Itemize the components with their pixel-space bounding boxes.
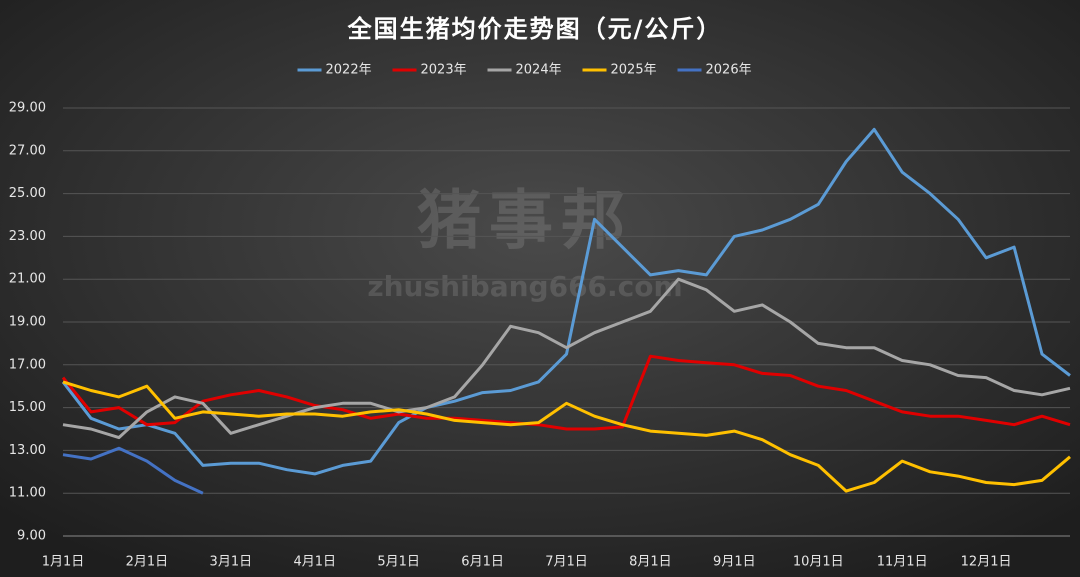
series-line — [61, 127, 1071, 476]
chart-title: 全国生猪均价走势图（元/公斤） — [347, 15, 723, 43]
legend-label: 2023年 — [421, 63, 467, 78]
y-tick-label: 25.00 — [9, 186, 46, 201]
series-line — [61, 354, 1071, 431]
y-tick-label: 19.00 — [9, 315, 46, 330]
series-line — [62, 380, 1071, 493]
watermark: 猪事邦 — [417, 185, 633, 259]
watermark-url: zhushibang666.com — [367, 270, 682, 303]
x-tick-label: 9月1日 — [713, 555, 756, 570]
y-tick-label: 13.00 — [9, 443, 46, 458]
y-tick-label: 15.00 — [9, 400, 46, 415]
legend-label: 2025年 — [611, 63, 657, 78]
x-tick-label: 10月1日 — [793, 555, 844, 570]
x-tick-label: 6月1日 — [461, 555, 504, 570]
y-tick-label: 17.00 — [9, 357, 46, 372]
x-tick-label: 3月1日 — [210, 555, 253, 570]
legend-label: 2022年 — [326, 63, 372, 78]
x-tick-label: 12月1日 — [961, 555, 1012, 570]
y-tick-label: 21.00 — [9, 272, 46, 287]
series-line — [62, 446, 204, 495]
legend-label: 2024年 — [516, 63, 562, 78]
y-tick-label: 23.00 — [9, 229, 46, 244]
x-tick-label: 8月1日 — [629, 555, 672, 570]
x-tick-label: 4月1日 — [293, 555, 336, 570]
x-tick-label: 5月1日 — [377, 555, 420, 570]
y-tick-label: 9.00 — [17, 529, 46, 544]
y-tick-label: 27.00 — [9, 143, 46, 158]
y-tick-label: 11.00 — [9, 486, 46, 501]
x-tick-label: 7月1日 — [545, 555, 588, 570]
x-tick-label: 1月1日 — [42, 555, 85, 570]
x-tick-label: 11月1日 — [877, 555, 928, 570]
x-tick-label: 2月1日 — [126, 555, 169, 570]
y-tick-label: 29.00 — [9, 101, 46, 116]
series-line — [62, 277, 1071, 440]
legend-label: 2026年 — [706, 63, 752, 78]
